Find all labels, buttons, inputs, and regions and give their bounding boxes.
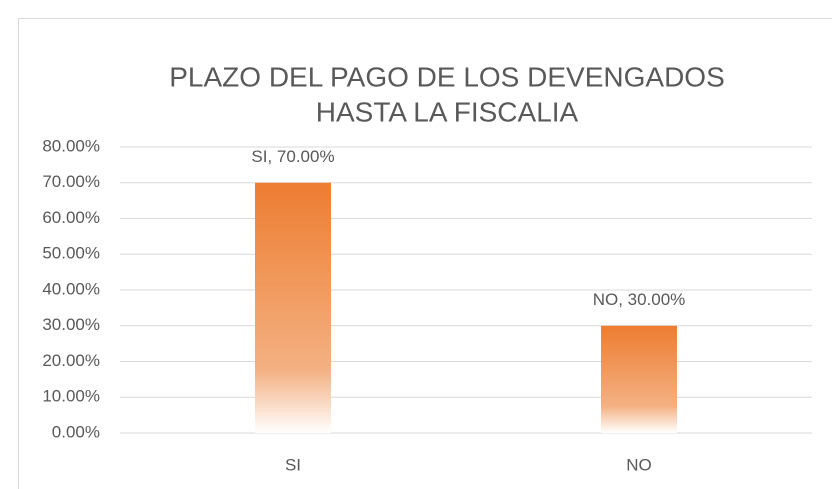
data-label: SI, 70.00% (251, 147, 334, 166)
chart-title: HASTA LA FISCALIA (316, 96, 579, 127)
x-tick-label: SI (285, 455, 301, 474)
y-tick-label: 70.00% (42, 172, 100, 191)
bar (255, 182, 331, 433)
y-tick-label: 20.00% (42, 351, 100, 370)
chart-title: PLAZO DEL PAGO DE LOS DEVENGADOS (169, 61, 725, 92)
y-tick-label: 60.00% (42, 208, 100, 227)
y-tick-label: 0.00% (52, 422, 100, 441)
bar (601, 325, 677, 433)
x-tick-label: NO (626, 455, 652, 474)
y-tick-label: 40.00% (42, 279, 100, 298)
y-tick-label: 80.00% (42, 136, 100, 155)
data-label: NO, 30.00% (593, 290, 686, 309)
y-tick-label: 30.00% (42, 315, 100, 334)
y-tick-label: 10.00% (42, 387, 100, 406)
y-tick-label: 50.00% (42, 244, 100, 263)
